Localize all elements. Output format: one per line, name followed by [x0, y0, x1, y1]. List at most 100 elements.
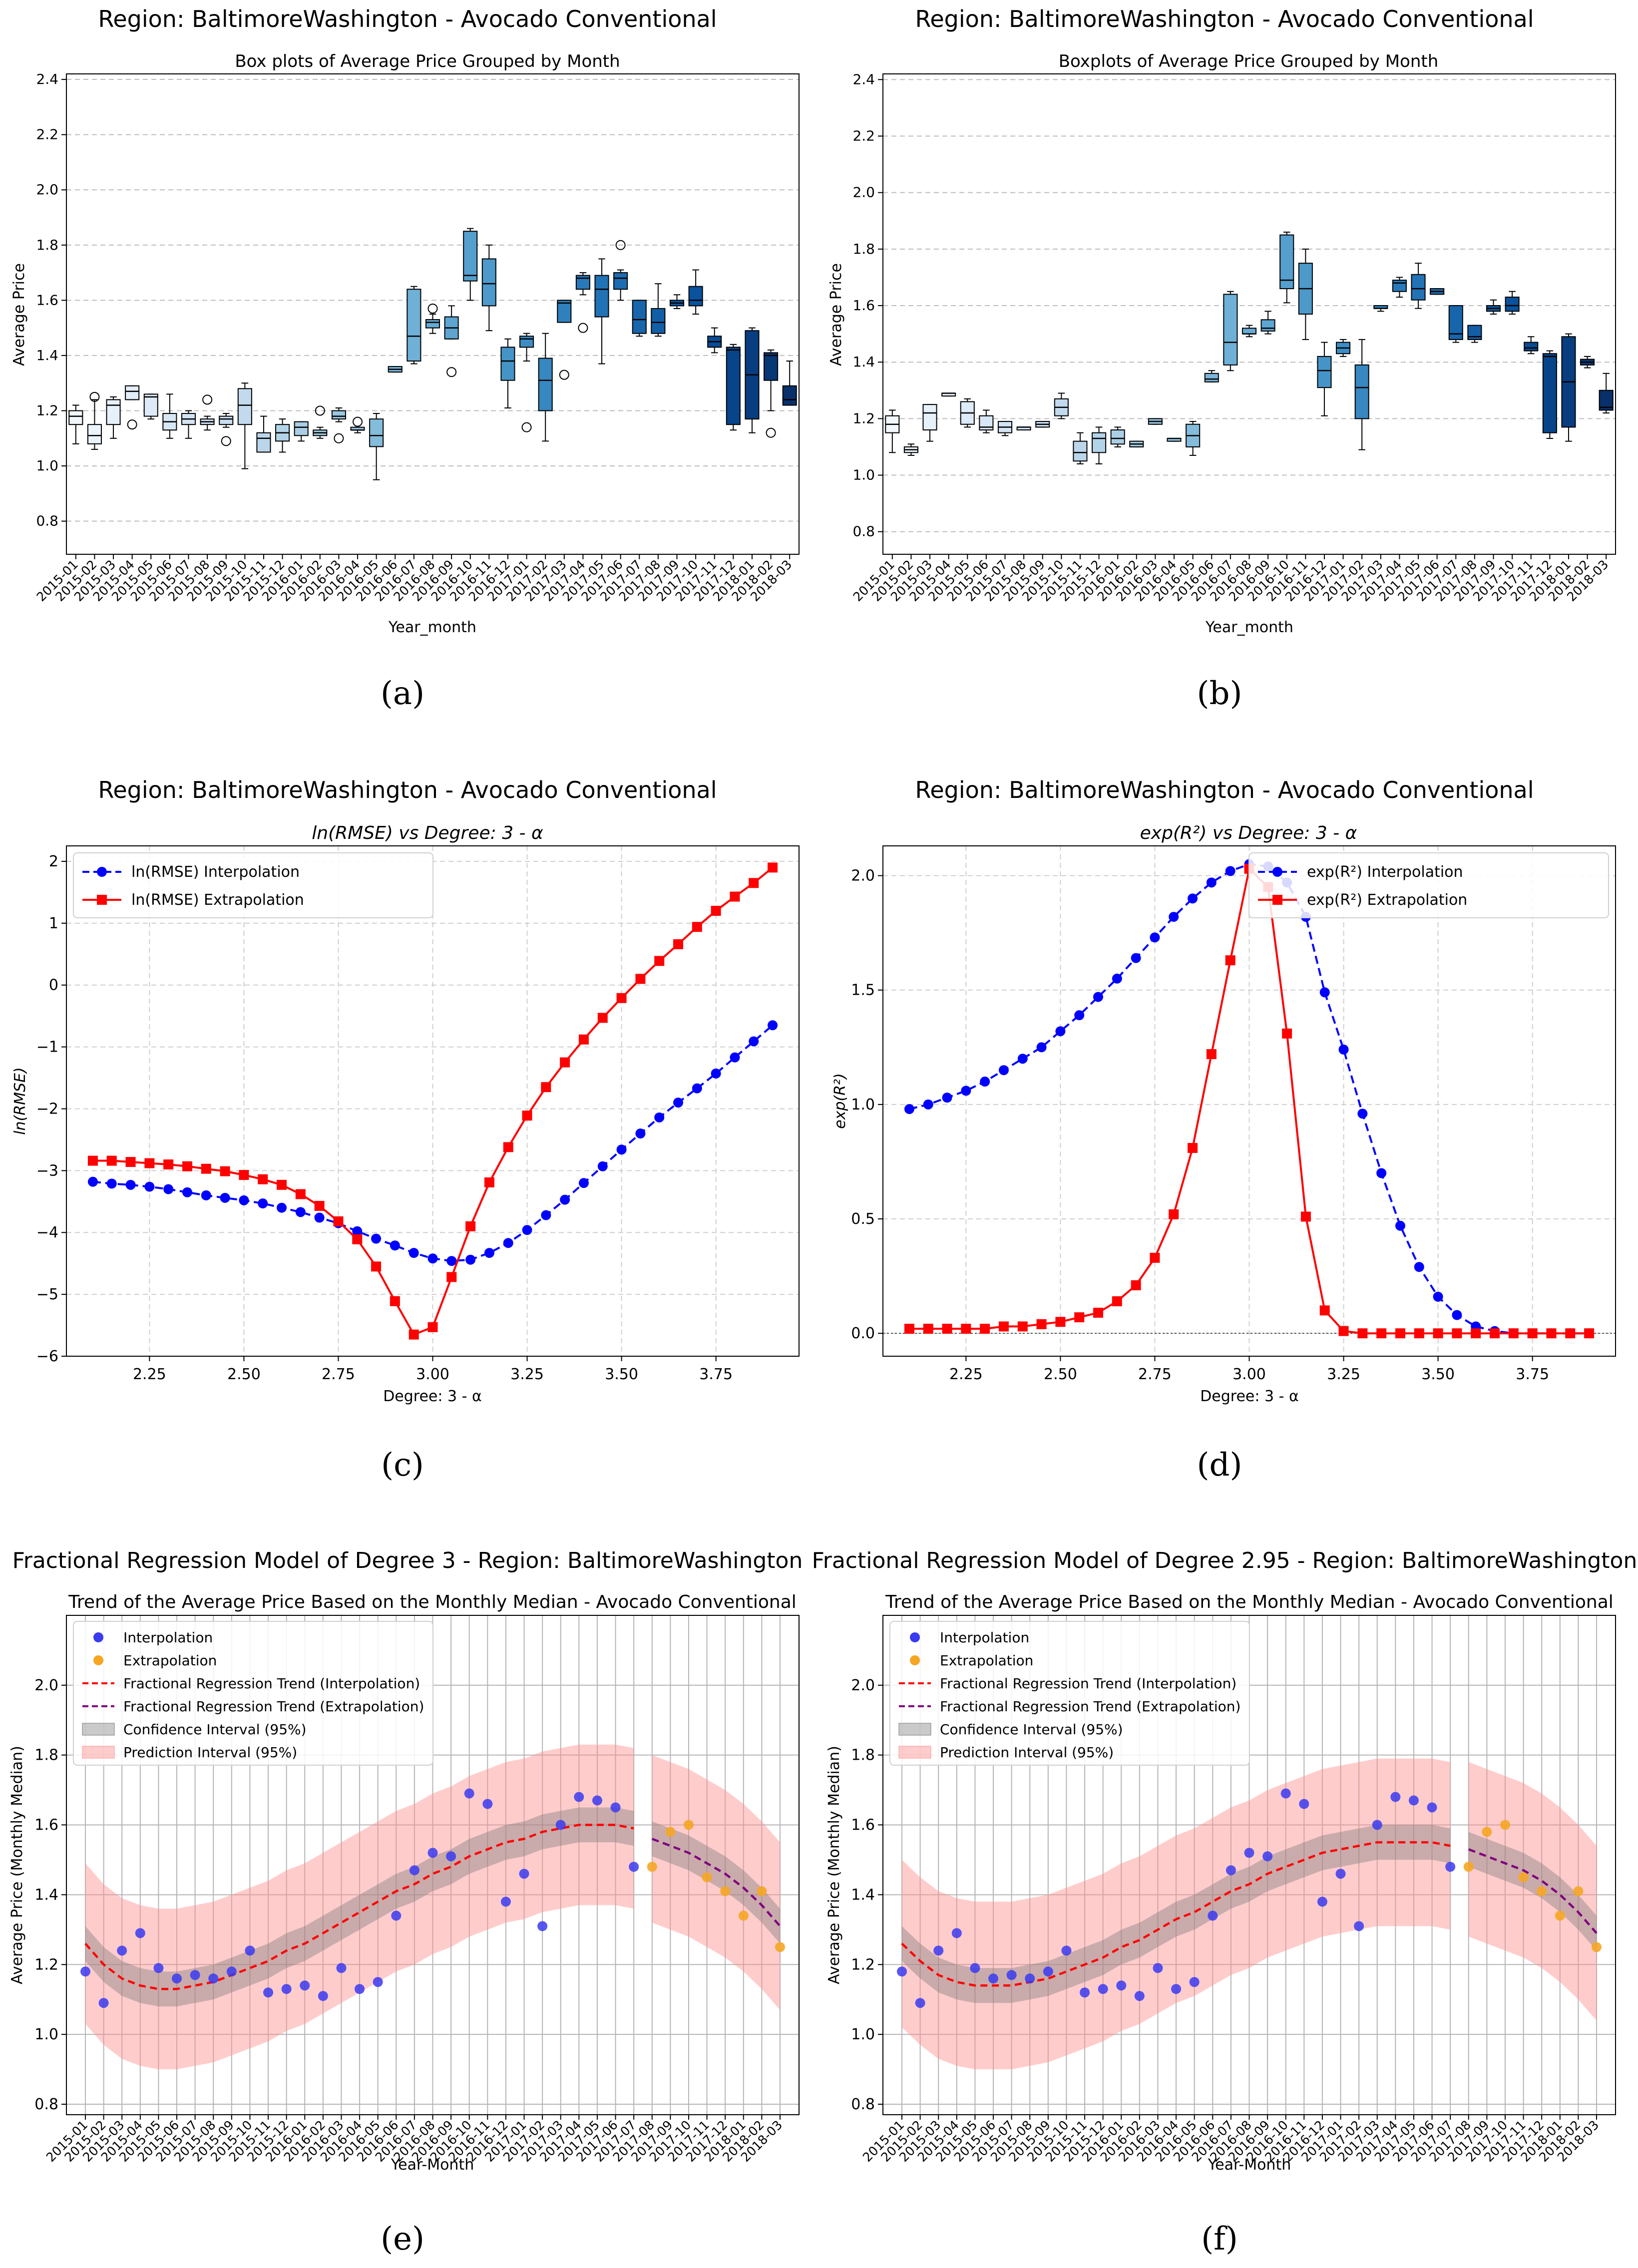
x-tick-label: 3.75 — [1516, 1366, 1549, 1383]
box — [538, 358, 553, 411]
extrapolation-point — [1463, 1862, 1474, 1872]
data-point — [1452, 1310, 1462, 1320]
y-tick-label: 1.0 — [851, 2026, 875, 2043]
interpolation-point — [1299, 1799, 1309, 1809]
interpolation-point — [1116, 1980, 1127, 1991]
legend-patch — [898, 1746, 931, 1759]
extrapolation-point — [1537, 1886, 1547, 1896]
data-point — [578, 1178, 589, 1188]
panel-a-suptitle: Region: BaltimoreWashington - Avocado Co… — [98, 5, 717, 32]
y-tick-label: −2 — [36, 1100, 58, 1118]
data-point — [1282, 1028, 1292, 1039]
interpolation-point — [1335, 1869, 1346, 1879]
panel-b-suptitle: Region: BaltimoreWashington - Avocado Co… — [915, 5, 1534, 32]
data-point — [673, 1098, 684, 1108]
interpolation-point — [1134, 1991, 1145, 2001]
interpolation-point — [1427, 1802, 1437, 1813]
y-tick-label: 1.6 — [852, 297, 875, 314]
data-point — [749, 1036, 759, 1047]
data-point — [87, 1155, 98, 1166]
data-point — [1206, 877, 1217, 888]
interpolation-point — [1098, 1984, 1108, 1994]
data-point — [730, 891, 740, 902]
interpolation-point — [355, 1984, 365, 1994]
legend: exp(R²) Interpolation exp(R²) Extrapolati… — [1248, 852, 1609, 918]
y-tick-label: 1.0 — [34, 2026, 58, 2043]
panel-f-title: Trend of the Average Price Based on the … — [885, 1592, 1614, 1612]
interpolation-point — [391, 1910, 402, 1921]
box — [1392, 280, 1407, 292]
data-point — [220, 1192, 230, 1203]
confidence-interval-interpolation — [85, 1807, 634, 2007]
data-point — [961, 1086, 971, 1096]
interpolation-point — [281, 1984, 292, 1994]
extrapolation-point — [757, 1886, 767, 1896]
x-tick-label: 3.25 — [1327, 1366, 1360, 1383]
box-outlier — [202, 394, 213, 405]
legend-label: Confidence Interval (95%) — [940, 1721, 1123, 1738]
interpolation-point — [1189, 1977, 1200, 1987]
data-point — [1074, 1312, 1085, 1323]
data-point — [1546, 1328, 1557, 1339]
data-point — [597, 1161, 608, 1171]
box — [726, 347, 741, 425]
legend-marker — [1272, 895, 1282, 905]
box — [87, 424, 102, 444]
panel-f-ylabel: Average Price (Monthly Median) — [825, 1746, 843, 1984]
panel-e-suptitle: Fractional Regression Model of Degree 3 … — [12, 1548, 803, 1573]
data-point — [1093, 992, 1104, 1002]
y-tick-label: 0.8 — [34, 2096, 58, 2113]
data-point — [768, 1020, 778, 1031]
data-point — [1433, 1291, 1443, 1302]
extrapolation-point — [702, 1872, 712, 1883]
legend-marker — [1272, 867, 1282, 877]
interpolation-point — [555, 1820, 566, 1830]
y-tick-label: 1.2 — [851, 1956, 875, 1973]
box — [106, 399, 121, 425]
data-point — [163, 1159, 174, 1169]
box — [68, 410, 83, 425]
data-point — [1300, 1211, 1311, 1222]
box — [219, 415, 234, 425]
y-tick-label: 0.8 — [851, 2096, 875, 2113]
interpolation-point — [574, 1792, 584, 1802]
legend: ln(RMSE) Interpolation ln(RMSE) Extrapola… — [73, 852, 433, 918]
data-point — [1206, 1049, 1217, 1060]
data-point — [503, 1238, 513, 1248]
panel-b-ylabel: Average Price — [827, 263, 845, 366]
data-point — [125, 1157, 136, 1167]
interpolation-point — [1153, 1963, 1163, 1973]
data-point — [201, 1163, 211, 1174]
trend-line-extrapolation — [652, 1838, 781, 1927]
box-outlier — [127, 419, 137, 430]
box-outlier — [221, 436, 231, 446]
data-point — [1131, 1280, 1141, 1290]
interpolation-point — [226, 1966, 237, 1977]
legend-label: ln(RMSE) Extrapolation — [131, 891, 304, 909]
x-tick-label: 3.00 — [1232, 1366, 1266, 1383]
box — [1524, 342, 1539, 352]
legend-box — [73, 852, 433, 918]
box — [125, 385, 140, 400]
interpolation-point — [446, 1851, 456, 1862]
confidence-interval-extrapolation — [1468, 1832, 1597, 1951]
data-point — [352, 1234, 363, 1244]
legend-box — [1248, 852, 1609, 918]
interpolation-point — [988, 1973, 999, 1984]
x-tick-label: 2.75 — [322, 1366, 355, 1383]
legend-label: Fractional Regression Trend (Interpolati… — [123, 1675, 420, 1692]
box-outlier — [353, 416, 363, 427]
box — [764, 352, 779, 381]
data-point — [390, 1296, 400, 1306]
data-point — [106, 1155, 117, 1166]
data-point — [1188, 893, 1198, 904]
legend-box — [889, 1621, 1250, 1766]
y-tick-label: 1.0 — [851, 1096, 875, 1114]
interpolation-point — [117, 1945, 127, 1956]
data-point — [711, 1068, 721, 1079]
interpolation-point — [135, 1928, 145, 1938]
interpolation-point — [1408, 1795, 1419, 1806]
data-point — [1452, 1328, 1462, 1339]
box — [500, 347, 515, 381]
data-point — [1055, 1026, 1066, 1037]
